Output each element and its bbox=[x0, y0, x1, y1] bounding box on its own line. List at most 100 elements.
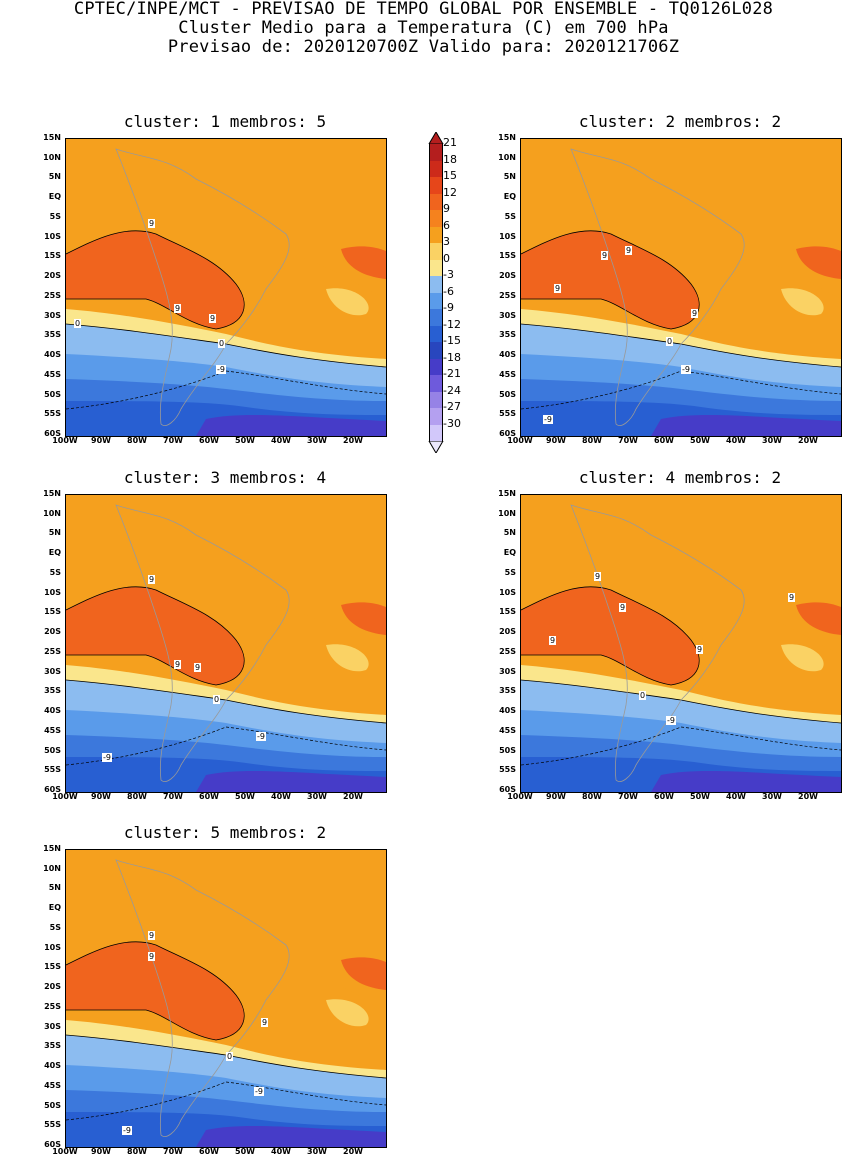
colorbar-label: -9 bbox=[443, 301, 454, 314]
lat-tick-label: 40S bbox=[44, 706, 61, 716]
temperature-map: 9 9 9 9 9 0 -9 bbox=[520, 494, 842, 793]
colorbar-bottom-arrow bbox=[428, 441, 444, 453]
lon-tick-label: 100W bbox=[52, 436, 78, 445]
lat-tick-label: 15S bbox=[499, 607, 516, 617]
lat-tick-label: 45S bbox=[499, 725, 516, 735]
lat-tick-label: EQ bbox=[48, 548, 61, 558]
colorbar-swatch bbox=[429, 177, 443, 194]
lon-tick-label: 100W bbox=[507, 436, 533, 445]
contour-label: -9 bbox=[254, 1087, 264, 1096]
colorbar-label: 18 bbox=[443, 152, 457, 166]
colorbar-label: -15 bbox=[443, 334, 461, 347]
colorbar-label: 12 bbox=[443, 185, 457, 199]
contour-label: 0 bbox=[218, 339, 226, 348]
lat-tick-label: 5S bbox=[504, 211, 516, 221]
lat-tick-label: 5N bbox=[48, 528, 61, 538]
lat-tick-label: 50S bbox=[44, 1100, 61, 1110]
colorbar-swatch bbox=[429, 375, 443, 392]
colorbar-label: -18 bbox=[443, 350, 461, 364]
lon-tick-label: 30W bbox=[307, 436, 327, 445]
contour-label: 0 bbox=[74, 319, 82, 328]
contour-label: 9 bbox=[148, 952, 156, 961]
contour-label: 9 bbox=[691, 309, 699, 318]
contour-label: 0 bbox=[666, 337, 674, 346]
colorbar-swatch bbox=[429, 358, 443, 375]
lat-tick-label: 50S bbox=[499, 389, 516, 399]
colorbar-label: 9 bbox=[443, 202, 450, 215]
colorbar-label: -6 bbox=[443, 284, 454, 298]
continent-outline bbox=[115, 859, 290, 1137]
lon-tick-label: 20W bbox=[343, 792, 363, 801]
temperature-field bbox=[66, 148, 386, 436]
lat-tick-label: 60S bbox=[44, 1140, 61, 1149]
colorbar-swatch bbox=[429, 193, 443, 210]
band-minus18 bbox=[651, 415, 841, 436]
lat-tick-label: 35S bbox=[44, 330, 61, 340]
map-panel-2: cluster: 2 membros: 2 9 9 9 9 0 -9 -9 15N 10N 5N EQ… bbox=[484, 112, 844, 454]
lat-tick-label: 50S bbox=[44, 745, 61, 755]
lat-tick-label: 55S bbox=[499, 765, 516, 775]
lat-tick-label: 15S bbox=[44, 251, 61, 261]
lat-tick-label: 10N bbox=[498, 152, 516, 162]
temperature-map: 9 9 9 0 -9 -9 bbox=[65, 849, 387, 1148]
band-6-9 bbox=[701, 248, 841, 337]
colorbar-label: -21 bbox=[443, 367, 461, 380]
colorbar-swatch bbox=[429, 391, 443, 408]
colorbar-label: -30 bbox=[443, 416, 461, 430]
map-panel-1: cluster: 1 membros: 5 9 9 9 0 0 -9 15N 10N 5N EQ 5S… bbox=[29, 112, 389, 454]
lat-tick-label: 45S bbox=[499, 369, 516, 379]
lon-tick-label: 90W bbox=[546, 792, 566, 801]
continent-outline bbox=[570, 148, 745, 426]
lat-tick-label: 35S bbox=[499, 330, 516, 340]
temperature-field bbox=[66, 504, 386, 792]
contour-label: 9 bbox=[174, 660, 182, 669]
lat-tick-label: 40S bbox=[499, 350, 516, 360]
lon-tick-label: 30W bbox=[762, 792, 782, 801]
panel-title: cluster: 3 membros: 4 bbox=[123, 468, 327, 487]
colorbar-swatch bbox=[429, 342, 443, 359]
colorbar-swatch bbox=[429, 408, 443, 425]
contour-label: -9 bbox=[666, 716, 676, 725]
contour-label: 9 bbox=[174, 304, 182, 313]
lat-tick-label: 15N bbox=[498, 489, 516, 498]
contour-label: 9 bbox=[194, 663, 202, 672]
lon-tick-label: 90W bbox=[546, 436, 566, 445]
lon-tick-label: 30W bbox=[307, 792, 327, 801]
contour-label: 9 bbox=[148, 931, 156, 940]
lat-tick-label: 10N bbox=[43, 863, 61, 873]
lat-tick-label: 55S bbox=[44, 409, 61, 419]
lon-tick-label: 100W bbox=[507, 792, 533, 801]
band-3-6 bbox=[781, 644, 824, 672]
lon-tick-label: 20W bbox=[798, 792, 818, 801]
band-9-12-east bbox=[341, 957, 386, 990]
lon-tick-label: 50W bbox=[235, 436, 255, 445]
band-9-12-east bbox=[341, 246, 386, 279]
temperature-map: 9 9 9 0 0 -9 bbox=[65, 138, 387, 437]
lon-tick-label: 80W bbox=[127, 792, 147, 801]
contour-label: 9 bbox=[601, 251, 609, 260]
colorbar-label: -12 bbox=[443, 317, 461, 331]
lat-tick-label: 5N bbox=[48, 883, 61, 893]
lon-tick-label: 90W bbox=[91, 1147, 111, 1156]
band-6-9 bbox=[246, 604, 386, 693]
lat-tick-label: 10S bbox=[499, 587, 516, 597]
band-3-6 bbox=[326, 644, 369, 672]
lat-tick-label: 20S bbox=[44, 627, 61, 637]
header-line-1: CPTEC/INPE/MCT - PREVISAO DE TEMPO GLOBA… bbox=[73, 0, 774, 19]
contour-label: 0 bbox=[639, 691, 647, 700]
lon-tick-label: 80W bbox=[582, 436, 602, 445]
lat-tick-label: 5S bbox=[49, 922, 61, 932]
lat-tick-label: EQ bbox=[48, 192, 61, 202]
lon-tick-label: 40W bbox=[271, 1147, 291, 1156]
lon-tick-label: 40W bbox=[271, 436, 291, 445]
lon-tick-label: 80W bbox=[127, 1147, 147, 1156]
lat-tick-label: 15N bbox=[43, 133, 61, 142]
lat-tick-label: 55S bbox=[44, 1120, 61, 1130]
lat-tick-label: 20S bbox=[44, 982, 61, 992]
lat-tick-label: 30S bbox=[499, 666, 516, 676]
contour-label: -9 bbox=[102, 753, 112, 762]
continent-outline bbox=[115, 148, 290, 426]
lat-tick-label: 25S bbox=[499, 290, 516, 300]
temperature-map: 9 9 9 9 0 -9 -9 bbox=[520, 138, 842, 437]
panel-title: cluster: 4 membros: 2 bbox=[578, 468, 782, 487]
